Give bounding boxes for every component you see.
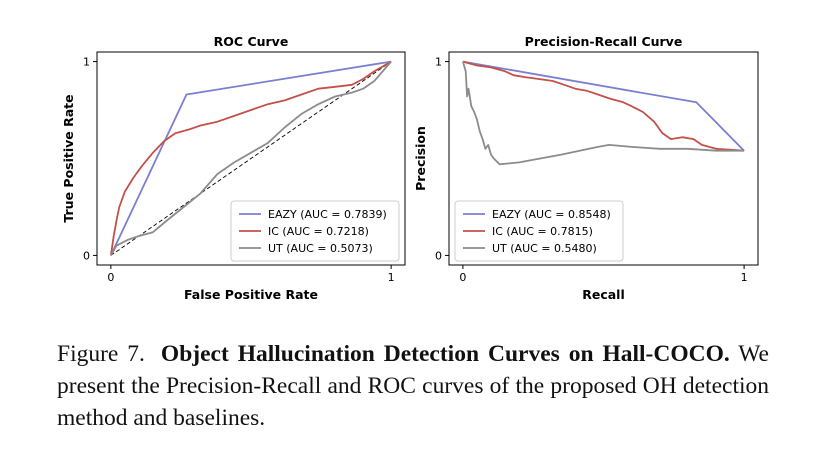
figure-caption: Figure 7. Object Hallucination Detection … <box>57 338 769 434</box>
caption-title: Object Hallucination Detection Curves on… <box>160 341 730 367</box>
pr-series-1-line <box>462 60 745 152</box>
pr-legend-box <box>454 200 624 262</box>
roc-xlabel: False Positive Rate <box>184 287 318 302</box>
roc-legend: EAZY (AUC = 0.7839) IC (AUC = 0.7218) UT (… <box>230 200 400 262</box>
roc-ytick-label: 1 <box>83 56 90 69</box>
roc-ytick-label: 0 <box>83 249 90 262</box>
roc-series-1-line <box>110 60 392 256</box>
pr-ylabel: Precision <box>413 126 428 191</box>
pr-axes-frame <box>448 51 759 266</box>
roc-chart: ROC Curve 0 1 0 1 False Positive Rate True Pos… <box>61 34 406 302</box>
roc-xtick-label: 0 <box>107 271 114 284</box>
pr-xtick-label: 1 <box>741 271 748 284</box>
roc-legend-label-2: UT (AUC = 0.5073) <box>268 242 373 255</box>
pr-ytick-label: 0 <box>435 249 442 262</box>
roc-ylabel: True Positive Rate <box>61 94 76 222</box>
roc-legend-label-1: IC (AUC = 0.7218) <box>268 225 369 238</box>
pr-xtick-label: 0 <box>459 271 466 284</box>
figure-charts: ROC Curve 0 1 0 1 False Positive Rate True Pos… <box>61 34 759 302</box>
roc-axes-frame <box>96 51 406 266</box>
roc-series-0-line <box>110 60 392 256</box>
pr-legend-label-1: IC (AUC = 0.7815) <box>492 225 593 238</box>
pr-series-2-line <box>462 61 745 166</box>
pr-xlabel: Recall <box>582 287 625 302</box>
roc-series-2-line <box>110 61 392 256</box>
pr-legend: EAZY (AUC = 0.8548) IC (AUC = 0.7815) UT (… <box>454 200 624 262</box>
caption-text: We present the Precision-Recall and ROC … <box>57 341 769 431</box>
pr-ytick-label: 1 <box>435 56 442 69</box>
roc-legend-label-0: EAZY (AUC = 0.7839) <box>268 208 387 221</box>
caption-label: Figure 7. <box>57 341 145 367</box>
roc-legend-box <box>230 200 400 262</box>
pr-series-0-line <box>462 60 745 152</box>
pr-legend-label-2: UT (AUC = 0.5480) <box>492 242 597 255</box>
pr-chart: Precision-Recall Curve 0 1 0 1 Recall Precisio… <box>413 34 759 302</box>
roc-title: ROC Curve <box>214 34 289 49</box>
roc-xtick-label: 1 <box>388 271 395 284</box>
roc-diagonal-line <box>110 61 392 256</box>
pr-legend-label-0: EAZY (AUC = 0.8548) <box>492 208 611 221</box>
pr-title: Precision-Recall Curve <box>525 34 683 49</box>
